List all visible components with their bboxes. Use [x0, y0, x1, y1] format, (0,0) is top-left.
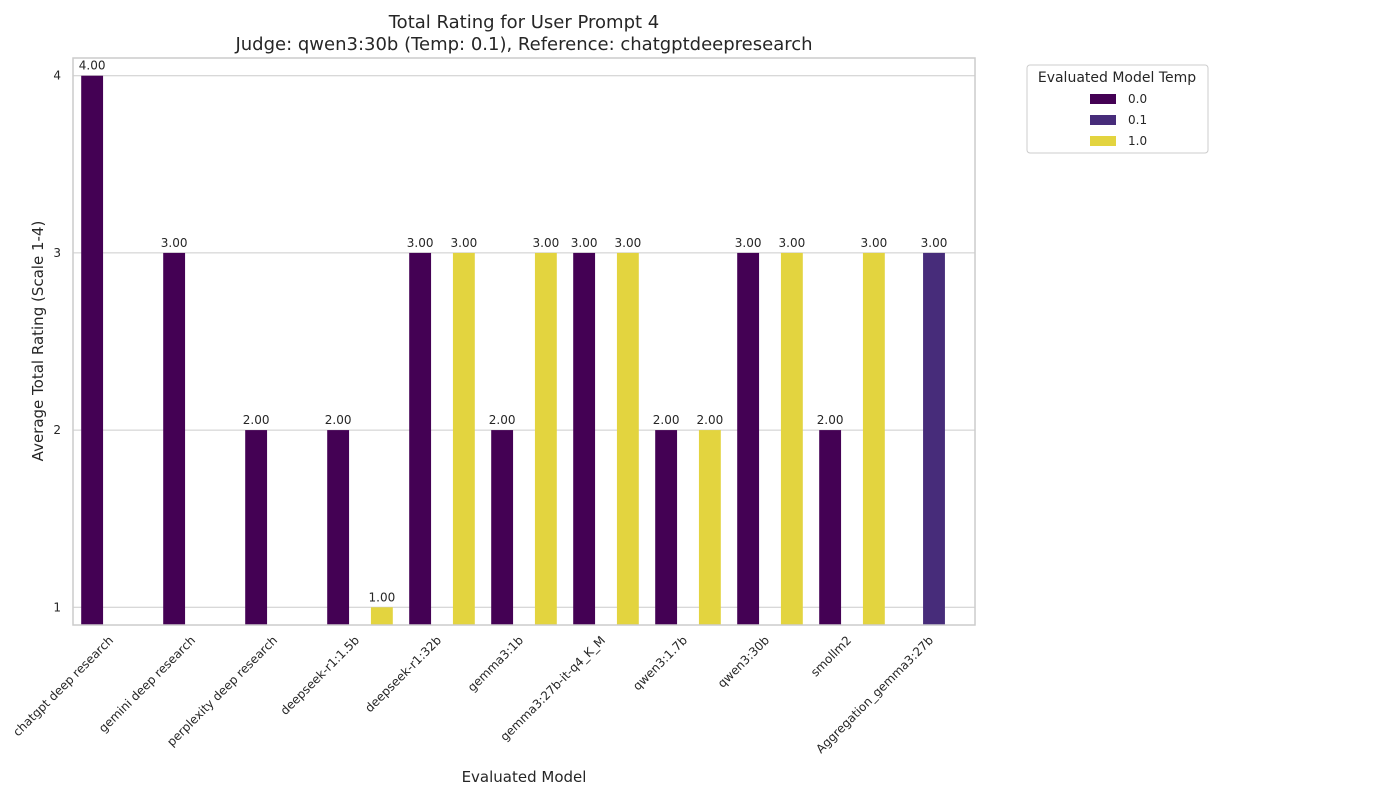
bar	[534, 252, 557, 625]
data-label: 3.00	[735, 236, 762, 250]
data-label: 3.00	[861, 236, 888, 250]
legend: Evaluated Model Temp 0.0 0.1 1.0	[1026, 64, 1209, 154]
data-label: 3.00	[779, 236, 806, 250]
x-tick-label: smollm2	[808, 633, 854, 679]
data-label: 3.00	[615, 236, 642, 250]
legend-label: 0.1	[1128, 113, 1147, 127]
legend-swatch	[1090, 94, 1116, 104]
data-label: 1.00	[369, 590, 396, 604]
chart-title: Total Rating for User Prompt 4	[388, 12, 659, 33]
bars	[81, 75, 945, 625]
x-tick-label: deepseek-r1:1.5b	[278, 633, 363, 718]
bar	[573, 252, 596, 625]
bar	[409, 252, 432, 625]
bar	[327, 430, 350, 625]
legend-label: 0.0	[1128, 92, 1147, 106]
data-labels: 4.00 3.00 2.00 2.00 1.00 3.00 3.00 2.00 3.00 3.00…	[79, 59, 948, 605]
x-tick-label: deepseek-r1:32b	[362, 633, 444, 715]
data-label: 2.00	[325, 413, 352, 427]
data-label: 3.00	[451, 236, 478, 250]
data-label: 2.00	[817, 413, 844, 427]
bar	[81, 75, 104, 625]
legend-swatch	[1090, 136, 1116, 146]
data-label: 3.00	[533, 236, 560, 250]
legend-label: 1.0	[1128, 134, 1147, 148]
bar	[655, 430, 678, 625]
data-label: 2.00	[653, 413, 680, 427]
data-label: 2.00	[489, 413, 516, 427]
data-label: 3.00	[921, 236, 948, 250]
bar	[491, 430, 514, 625]
bar	[819, 430, 842, 625]
legend-swatch	[1090, 115, 1116, 125]
bar	[698, 430, 721, 625]
data-label: 4.00	[79, 59, 106, 73]
x-tick-label: qwen3:30b	[715, 633, 772, 690]
y-tick-label: 3	[53, 246, 61, 260]
y-tick-label: 1	[53, 600, 61, 614]
bar	[780, 252, 803, 625]
legend-title: Evaluated Model Temp	[1038, 70, 1196, 86]
x-tick-label: qwen3:1.7b	[630, 633, 690, 693]
data-label: 3.00	[571, 236, 598, 250]
data-label: 3.00	[407, 236, 434, 250]
bar	[370, 607, 393, 625]
legend-frame	[1026, 64, 1209, 154]
bar	[163, 252, 186, 625]
y-tick-label: 4	[53, 69, 61, 83]
y-axis-title: Average Total Rating (Scale 1-4)	[29, 221, 47, 462]
y-tick-label: 2	[53, 423, 61, 437]
data-label: 2.00	[243, 413, 270, 427]
plot-frame	[72, 57, 976, 626]
bar	[737, 252, 760, 625]
bar	[452, 252, 475, 625]
bar	[616, 252, 639, 625]
chart-subtitle: Judge: qwen3:30b (Temp: 0.1), Reference:…	[234, 34, 812, 55]
data-label: 3.00	[161, 236, 188, 250]
bar	[245, 430, 268, 625]
x-tick-label: gemma3:1b	[465, 633, 526, 694]
bar	[923, 252, 945, 625]
bar	[862, 252, 885, 625]
legend-items: 0.0 0.1 1.0	[1090, 92, 1147, 148]
data-label: 2.00	[697, 413, 724, 427]
x-axis-title: Evaluated Model	[462, 768, 587, 786]
